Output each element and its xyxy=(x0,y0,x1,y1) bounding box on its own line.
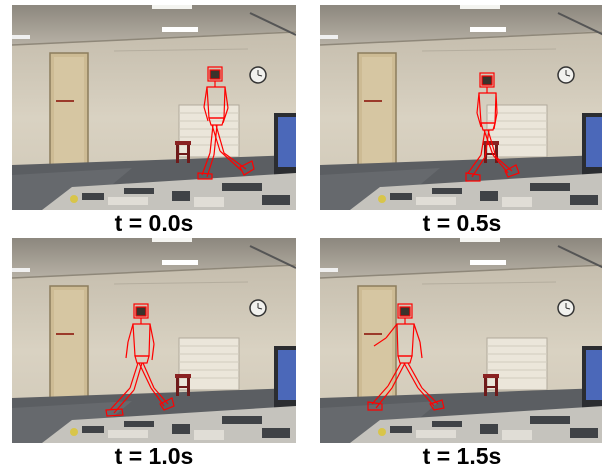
room-scene-image xyxy=(12,5,296,210)
room-scene-image xyxy=(12,238,296,443)
frame-t05 xyxy=(320,5,602,210)
frame-t10 xyxy=(12,238,296,443)
frame-caption-t15: t = 1.5s xyxy=(422,443,502,469)
pose-skeleton xyxy=(105,303,175,417)
pose-skeleton xyxy=(367,303,445,411)
room-scene-image xyxy=(320,5,602,210)
frame-t0 xyxy=(12,5,296,210)
room-scene-image xyxy=(320,238,602,443)
frame-caption-t05: t = 0.5s xyxy=(422,210,502,236)
pose-skeleton xyxy=(197,66,255,180)
frame-caption-t0: t = 0.0s xyxy=(114,210,194,236)
pose-skeleton xyxy=(465,72,520,182)
frame-t15 xyxy=(320,238,602,443)
frame-caption-t10: t = 1.0s xyxy=(114,443,194,469)
